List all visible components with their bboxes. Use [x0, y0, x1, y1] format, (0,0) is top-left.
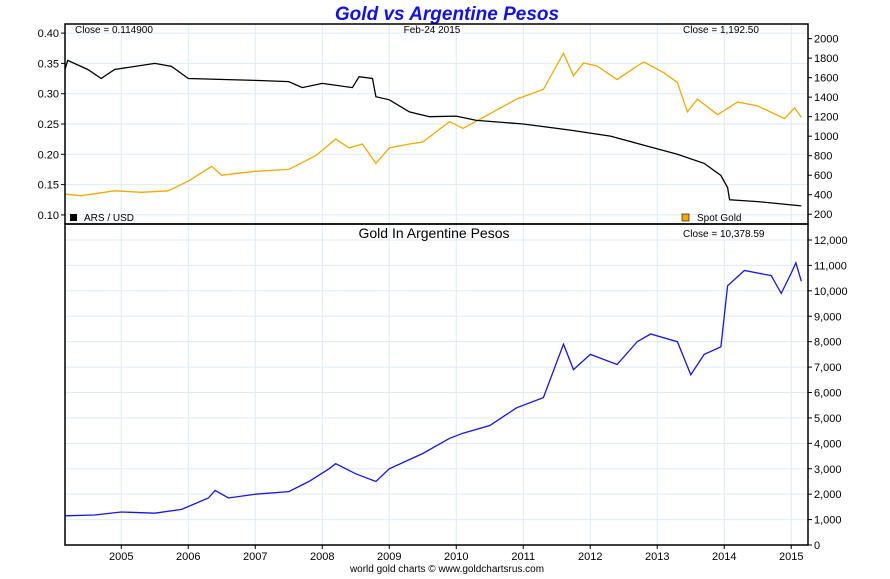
- x-tick-label: 2013: [645, 551, 669, 563]
- y-right-tick-label: 400: [814, 190, 832, 202]
- x-tick-label: 2012: [578, 551, 602, 563]
- x-tick-label: 2010: [444, 551, 468, 563]
- y-bottom-tick-label: 9,000: [814, 311, 842, 323]
- y-left-tick-label: 0.25: [38, 119, 59, 131]
- y-bottom-tick-label: 11,000: [814, 260, 847, 272]
- y-bottom-tick-label: 2,000: [814, 489, 842, 501]
- x-tick-label: 2009: [377, 551, 401, 563]
- spot-gold-line: [64, 51, 802, 197]
- y-bottom-tick-label: 12,000: [814, 235, 848, 247]
- x-tick-label: 2007: [243, 551, 267, 563]
- chart-title: Gold vs Argentine Pesos: [335, 4, 559, 25]
- gridlines: [65, 24, 808, 546]
- y-bottom-tick-label: 6,000: [814, 388, 842, 400]
- bottom-panel-frame: [64, 223, 809, 546]
- axis-ticks: 2005 2006 2007 2008 2009 2010 2011 2012 2013 2014…: [38, 28, 848, 563]
- y-left-tick-label: 0.15: [38, 180, 59, 192]
- series-lines: [64, 51, 802, 517]
- y-bottom-tick-label: 3,000: [814, 464, 842, 476]
- y-bottom-tick-label: 0: [814, 540, 820, 552]
- y-left-tick-label: 0.40: [38, 28, 59, 40]
- ars-usd-line: [64, 59, 802, 207]
- y-bottom-tick-label: 5,000: [814, 413, 842, 425]
- y-left-tick-label: 0.20: [38, 149, 59, 161]
- y-right-tick-label: 1000: [814, 131, 838, 143]
- gold-in-ars-line: [64, 261, 802, 517]
- x-tick-label: 2014: [712, 551, 736, 563]
- y-right-tick-label: 600: [814, 170, 832, 182]
- y-bottom-tick-label: 7,000: [814, 362, 842, 374]
- x-tick-label: 2015: [779, 551, 803, 563]
- ars-close-label: Close = 0.114900: [75, 25, 153, 36]
- footer-credit: world gold charts © www.goldchartsrus.co…: [349, 564, 544, 575]
- legend-gold-label: Spot Gold: [697, 213, 741, 224]
- legend-gold-swatch: [681, 213, 690, 222]
- y-bottom-tick-label: 4,000: [814, 438, 842, 450]
- gold-close-label: Close = 1,192.50: [683, 25, 759, 36]
- y-left-tick-label: 0.30: [38, 89, 59, 101]
- y-right-tick-label: 800: [814, 151, 832, 163]
- y-bottom-tick-label: 8,000: [814, 337, 842, 349]
- y-bottom-tick-label: 1,000: [814, 515, 842, 527]
- legend-ars-swatch: [70, 214, 77, 221]
- y-right-tick-label: 200: [814, 209, 832, 221]
- y-right-tick-label: 2000: [814, 34, 838, 46]
- x-tick-label: 2011: [511, 551, 535, 563]
- y-bottom-tick-label: 10,000: [814, 286, 848, 298]
- y-right-tick-label: 1800: [814, 53, 838, 65]
- y-right-tick-label: 1200: [814, 112, 838, 124]
- x-tick-label: 2008: [310, 551, 334, 563]
- y-right-tick-label: 1600: [814, 73, 838, 85]
- y-left-tick-label: 0.10: [38, 210, 59, 222]
- y-left-tick-label: 0.35: [38, 58, 59, 70]
- y-right-tick-label: 1400: [814, 92, 838, 104]
- gold-ars-close-label: Close = 10,378.59: [683, 229, 765, 240]
- legend-ars-label: ARS / USD: [84, 213, 134, 224]
- x-tick-label: 2005: [109, 551, 133, 563]
- x-tick-label: 2006: [176, 551, 200, 563]
- bottom-panel-title: Gold In Argentine Pesos: [359, 225, 510, 241]
- date-label: Feb-24 2015: [404, 25, 461, 36]
